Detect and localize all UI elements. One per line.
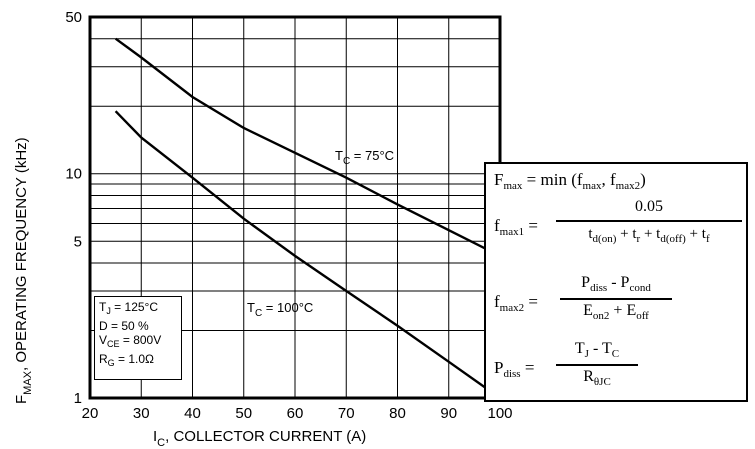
y-tick-label-0: 1 [74,390,82,407]
cond-rg: RG = 1.0Ω [99,351,155,368]
x-tick-label-3: 50 [235,405,252,422]
formula-fmax1-denominator: td(on) + tr + td(off) + tf [588,226,710,245]
x-tick-label-5: 70 [338,405,355,422]
x-tick-label-8: 100 [487,405,512,422]
formula-fmax2-bar [560,298,672,300]
series-layer [114,37,501,399]
x-tick-label-7: 90 [440,405,457,422]
series-label-75: TC = 75°C [335,148,394,167]
formula-pdiss-denominator: RθJC [583,368,611,388]
formula-fmax1-bar [556,220,742,222]
formula-fmax2-lhs: fmax2 = [494,292,538,314]
x-tick-label-4: 60 [287,405,304,422]
formula-pdiss-lhs: Pdiss = [494,358,535,380]
series-line-1 [114,110,501,399]
tick-layer: 20 30 40 50 60 70 80 90 100 1 5 10 50 [65,9,512,422]
y-tick-label-3: 50 [65,9,82,26]
formula-pdiss-bar [556,364,638,366]
formula-fmax2-denominator: Eon2 + Eoff [583,302,649,322]
formula-fmax1-lhs: fmax1 = [494,216,538,238]
x-tick-label-1: 30 [133,405,150,422]
formula-fmax1-numerator: 0.05 [635,198,663,215]
series-line-0 [114,37,501,257]
x-tick-label-2: 40 [184,405,201,422]
cond-tj: TJ = 125°C [99,300,159,316]
x-axis-title: IC, COLLECTOR CURRENT (A) [153,428,366,449]
cond-duty: D = 50 % [99,318,149,333]
formula-box: Fmax = min (fmax, fmax2) fmax1 = 0.05 td… [484,162,748,402]
x-tick-label-6: 80 [389,405,406,422]
y-tick-label-2: 10 [65,166,82,183]
y-axis-title: FMAX, OPERATING FREQUENCY (kHz) [13,137,34,404]
formula-fmax: Fmax = min (fmax, fmax2) [494,170,646,192]
formula-fmax2-numerator: Pdiss - Pcond [581,274,651,294]
conditions-box: TJ = 125°C D = 50 % VCE = 800V RG = 1.0Ω [94,296,182,380]
series-label-100: TC = 100°C [247,300,313,319]
cond-vce: VCE = 800V [99,333,162,349]
x-tick-label-0: 20 [82,405,99,422]
y-tick-label-1: 5 [74,233,82,250]
formula-pdiss-numerator: TJ - TC [574,340,620,360]
